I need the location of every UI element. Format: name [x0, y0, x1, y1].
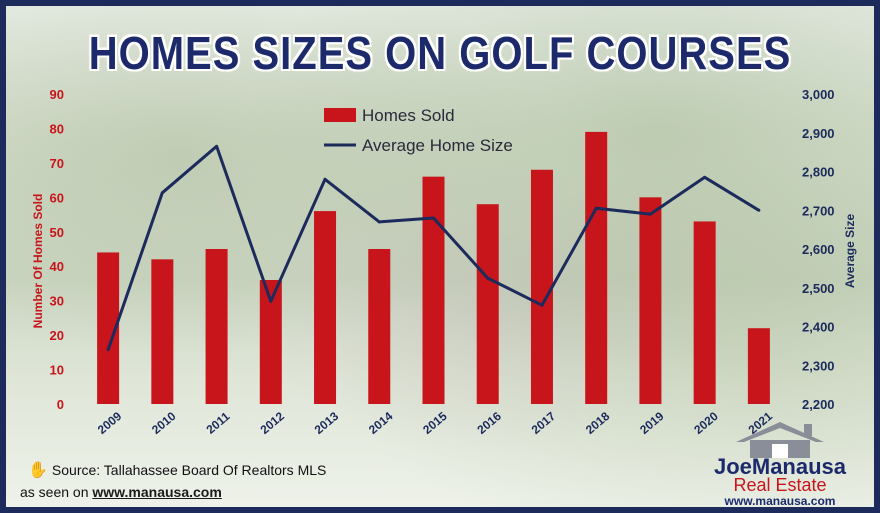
bar-2013	[314, 211, 337, 404]
line-point-2017	[540, 303, 544, 307]
left-tick-label: 70	[50, 156, 64, 171]
line-point-2018	[594, 206, 598, 210]
line-point-2015	[432, 216, 435, 220]
house-icon	[736, 422, 824, 458]
seen-on-prefix: as seen on	[20, 484, 89, 500]
legend-bar-swatch	[324, 108, 356, 122]
left-axis-label: Number Of Homes Sold	[31, 194, 45, 329]
right-tick-label: 2,500	[802, 281, 835, 296]
right-tick-label: 2,800	[802, 165, 835, 180]
left-tick-label: 0	[57, 397, 64, 412]
left-tick-label: 10	[50, 363, 64, 378]
line-point-2021	[757, 208, 761, 212]
left-tick-label: 30	[50, 294, 64, 309]
seen-on-line: as seen on www.manausa.com	[20, 484, 222, 500]
brand-logo[interactable]: JoeManausa Real Estate www.manausa.com	[692, 420, 868, 508]
line-point-2010	[160, 191, 164, 195]
line-point-2014	[377, 220, 381, 224]
x-tick-label: 2014	[366, 409, 396, 437]
brand-manausa: Manausa	[751, 454, 847, 479]
bar-2019	[639, 197, 662, 404]
bar-2009	[97, 252, 120, 404]
x-tick-label: 2012	[258, 409, 288, 437]
right-axis-label: Average Size	[843, 214, 857, 289]
right-tick-label: 2,300	[802, 358, 835, 373]
bar-2021	[747, 328, 770, 404]
line-point-2020	[703, 175, 707, 179]
line-point-2016	[486, 276, 490, 280]
right-tick-label: 2,900	[802, 126, 835, 141]
bar-2014	[368, 249, 391, 404]
bar-2010	[151, 259, 174, 404]
website-link[interactable]: www.manausa.com	[92, 484, 222, 500]
left-tick-label: 20	[50, 328, 64, 343]
bar-2011	[205, 249, 228, 404]
left-tick-label: 50	[50, 225, 64, 240]
right-tick-label: 2,400	[802, 320, 835, 335]
right-tick-label: 2,200	[802, 397, 835, 412]
bar-2017	[530, 169, 553, 404]
brand-joe: Joe	[713, 454, 752, 479]
chart-title: HOMES SIZES ON GOLF COURSES	[88, 28, 792, 80]
left-tick-label: 40	[50, 259, 64, 274]
combo-chart: 0 10 20 30 40 50 60 70 80 90 2,200 2,300 2,400 2,500…	[31, 87, 857, 437]
x-tick-label: 2009	[95, 409, 125, 437]
line-point-2013	[323, 177, 327, 181]
source-text: Source: Tallahassee Board Of Realtors ML…	[51, 462, 327, 478]
source-note: ✋ Source: Tallahassee Board Of Realtors M…	[28, 460, 326, 480]
right-tick-label: 3,000	[802, 87, 835, 102]
legend-line-label: Average Home Size	[362, 136, 513, 155]
left-tick-label: 60	[50, 190, 64, 205]
x-tick-label: 2018	[583, 409, 613, 437]
right-tick-label: 2,700	[802, 203, 835, 218]
x-tick-label: 2013	[312, 409, 342, 437]
x-tick-label: 2019	[637, 409, 667, 437]
bar-2018	[585, 131, 608, 404]
line-point-2009	[106, 348, 110, 352]
brand-name: JoeManausa	[692, 456, 868, 478]
x-tick-label: 2016	[474, 409, 504, 437]
x-tick-label: 2011	[204, 409, 233, 437]
line-point-2012	[269, 299, 273, 303]
bar-2016	[476, 204, 499, 404]
bar-2012	[259, 280, 282, 404]
line-point-2011	[215, 144, 219, 148]
x-tick-label: 2010	[149, 409, 179, 437]
x-tick-label: 2015	[420, 409, 450, 437]
left-tick-label: 80	[50, 121, 64, 136]
x-tick-label: 2017	[529, 409, 559, 437]
bar-2020	[693, 221, 716, 404]
left-tick-label: 90	[50, 87, 64, 102]
bar-2015	[422, 176, 445, 404]
right-tick-label: 2,600	[802, 242, 835, 257]
brand-real-estate: Real Estate	[733, 475, 827, 495]
brand-url: www.manausa.com	[724, 494, 836, 508]
hand-icon: ✋	[28, 462, 48, 479]
legend-bar-label: Homes Sold	[362, 106, 455, 125]
line-point-2019	[648, 212, 652, 216]
